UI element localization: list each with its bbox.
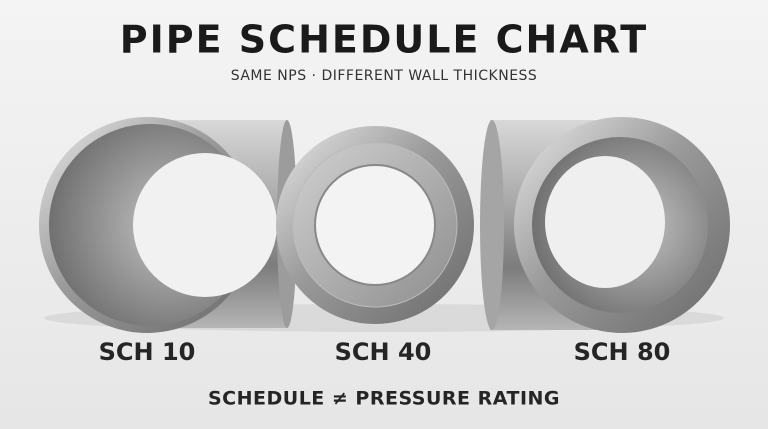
pipe-label: SCH 40 (335, 338, 432, 366)
footer-note: SCHEDULE ≠ PRESSURE RATING (208, 388, 560, 410)
pipe-label: SCH 10 (99, 338, 196, 366)
pipe-label: SCH 80 (574, 338, 671, 366)
title: PIPE SCHEDULE CHART (120, 18, 648, 62)
pipe-sch10 (39, 117, 297, 333)
subtitle: SAME NPS · DIFFERENT WALL THICKNESS (231, 68, 538, 84)
pipe-sch80 (480, 117, 730, 333)
pipe-sch40 (276, 126, 474, 324)
